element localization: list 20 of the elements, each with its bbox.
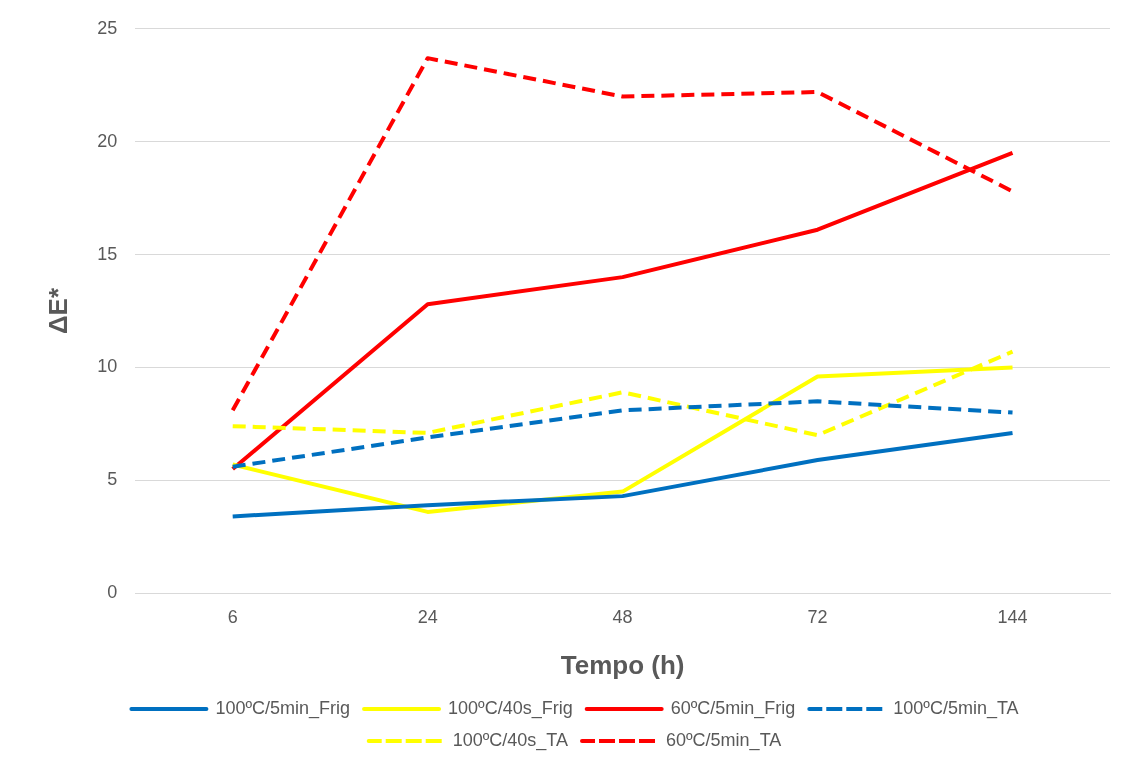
y-tick-label: 10 <box>97 356 118 377</box>
x-tick-label: 144 <box>997 606 1028 627</box>
legend-label: 100ºC/40s_TA <box>452 729 569 751</box>
legend-label: 60ºC/5min_Frig <box>670 697 796 719</box>
x-tick-label: 48 <box>612 606 633 627</box>
y-tick-label: 5 <box>107 469 118 490</box>
x-tick-label: 6 <box>227 606 238 627</box>
line-series <box>230 399 1015 469</box>
x-tick-label: 24 <box>417 606 438 627</box>
y-tick-label: 0 <box>107 582 118 603</box>
legend-label: 100ºC/40s_Frig <box>448 697 573 719</box>
y-tick-label: 20 <box>97 130 118 151</box>
y-tick-label: 25 <box>97 17 118 38</box>
y-tick-label: 15 <box>97 243 118 264</box>
legend-label: 60ºC/5min_TA <box>666 729 782 751</box>
x-axis-title: Tempo (h) <box>560 649 685 680</box>
legend-label: 100ºC/5min_TA <box>893 697 1019 719</box>
legend-label: 100ºC/5min_Frig <box>215 697 351 719</box>
y-axis-title: ΔE* <box>42 287 73 335</box>
x-tick-label: 72 <box>807 606 828 627</box>
